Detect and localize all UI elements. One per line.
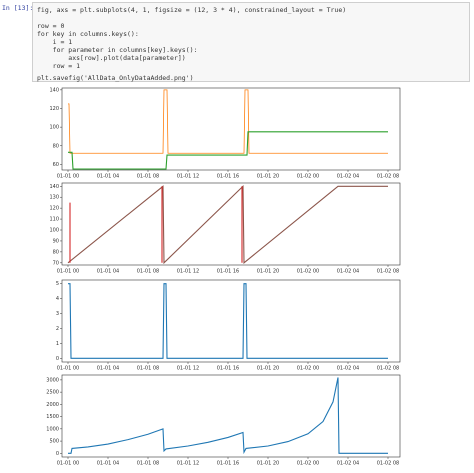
x-tick-label: 01-02 00 (297, 269, 319, 275)
x-tick-label: 01-02 04 (337, 269, 359, 275)
cell-prompt: In [13]: (2, 4, 34, 12)
x-tick-label: 01-02 00 (297, 366, 319, 372)
x-tick-label: 01-02 00 (297, 174, 319, 180)
x-tick-label: 01-01 16 (217, 174, 239, 180)
x-tick-label: 01-01 12 (177, 174, 199, 180)
x-tick-label: 01-01 16 (217, 366, 239, 372)
code-line: for key in columns.keys(): (37, 30, 139, 38)
data-line (68, 377, 388, 455)
y-tick-label: 3 (56, 311, 59, 317)
axes-frame (61, 87, 401, 171)
x-tick-label: 01-01 08 (137, 269, 159, 275)
y-tick-label: 4 (56, 296, 59, 302)
data-line (68, 131, 388, 170)
x-tick-label: 01-01 08 (137, 366, 159, 372)
data-line (68, 283, 388, 359)
x-tick-label: 01-02 08 (377, 461, 399, 467)
x-tick-label: 01-02 04 (337, 174, 359, 180)
x-tick-label: 01-01 00 (57, 366, 79, 372)
x-tick-label: 01-01 20 (257, 174, 279, 180)
y-tick-label: 110 (49, 217, 59, 223)
x-tick-label: 01-01 20 (257, 366, 279, 372)
x-tick-label: 01-01 12 (177, 366, 199, 372)
x-tick-label: 01-01 12 (177, 461, 199, 467)
x-tick-label: 01-01 00 (57, 269, 79, 275)
x-tick-label: 01-02 08 (377, 366, 399, 372)
y-tick-label: 140 (49, 87, 59, 93)
x-tick-label: 01-01 20 (257, 461, 279, 467)
y-tick-label: 90 (53, 238, 59, 244)
x-tick-label: 01-01 04 (97, 461, 119, 467)
data-line (69, 186, 243, 263)
y-tick-label: 1 (56, 341, 59, 347)
code-line: for parameter in columns[key].keys(): (37, 46, 198, 54)
x-tick-label: 01-01 00 (57, 461, 79, 467)
x-tick-label: 01-01 16 (217, 461, 239, 467)
y-tick-label: 2000 (46, 402, 59, 408)
y-tick-label: 100 (49, 228, 59, 234)
y-tick-label: 130 (49, 195, 59, 201)
x-tick-label: 01-02 00 (297, 461, 319, 467)
x-tick-label: 01-01 04 (97, 174, 119, 180)
axes-frame (61, 182, 401, 266)
y-tick-label: 0 (56, 356, 59, 362)
y-tick-label: 1000 (46, 426, 59, 432)
subplot: 0 1 2 3 4 5 01-01 00 01-01 04 01-01 08 01-01 12 01… (56, 279, 401, 372)
code-line: axs[row].plot(data[parameter]) (37, 54, 186, 62)
y-tick-label: 80 (53, 249, 59, 255)
y-tick-label: 500 (49, 439, 59, 445)
code-line: i = 1 (37, 38, 73, 46)
data-line (67, 184, 388, 265)
subplot: 70 80 90 100 110 120 130 140 01-01 00 01-01 04 01-… (49, 182, 401, 275)
y-tick-label: 3000 (46, 377, 59, 383)
code-line: fig, axs = plt.subplots(4, 1, figsize = … (37, 6, 347, 14)
y-tick-label: 70 (53, 260, 59, 266)
axes-frame (61, 279, 401, 363)
code-line: row = 1 (37, 62, 81, 70)
subplot: 60 80 100 120 140 01-01 00 01-01 04 01-01 08 01-… (49, 87, 401, 180)
code-cell[interactable]: fig, axs = plt.subplots(4, 1, figsize = … (32, 2, 470, 82)
y-tick-label: 120 (49, 106, 59, 112)
x-tick-label: 01-01 08 (137, 174, 159, 180)
x-tick-label: 01-02 08 (377, 174, 399, 180)
x-tick-label: 01-02 04 (337, 461, 359, 467)
y-tick-label: 2500 (46, 390, 59, 396)
x-tick-label: 01-01 20 (257, 269, 279, 275)
axes-frame (61, 374, 401, 458)
y-tick-label: 80 (53, 143, 59, 149)
subplot: 0 500 1000 1500 2000 2500 3000 01-01 00 01-01 04… (46, 374, 401, 467)
x-tick-label: 01-01 16 (217, 269, 239, 275)
y-tick-label: 60 (53, 162, 59, 168)
y-tick-label: 2 (56, 326, 59, 332)
x-tick-label: 01-01 08 (137, 461, 159, 467)
y-tick-label: 140 (49, 184, 59, 190)
x-tick-label: 01-02 04 (337, 366, 359, 372)
y-tick-label: 120 (49, 206, 59, 212)
y-tick-label: 0 (56, 451, 59, 457)
y-tick-label: 5 (56, 281, 59, 287)
x-tick-label: 01-01 04 (97, 269, 119, 275)
x-tick-label: 01-01 12 (177, 269, 199, 275)
y-tick-label: 100 (49, 125, 59, 131)
x-tick-label: 01-02 08 (377, 269, 399, 275)
x-tick-label: 01-01 04 (97, 366, 119, 372)
code-line: plt.savefig('AllData_OnlyDataAdded.png') (37, 74, 194, 82)
x-tick-label: 01-01 00 (57, 174, 79, 180)
code-line: row = 0 (37, 22, 65, 30)
y-tick-label: 1500 (46, 414, 59, 420)
data-line (68, 89, 388, 154)
